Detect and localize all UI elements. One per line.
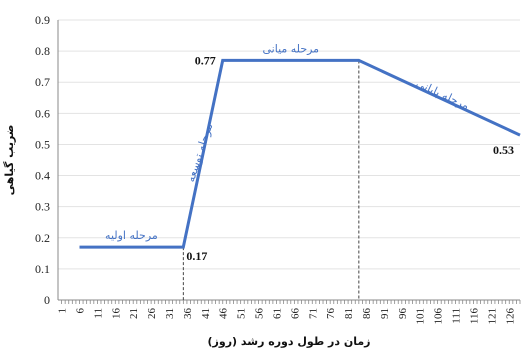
crop-coefficient-line xyxy=(79,58,521,249)
x-tick-label: 61 xyxy=(271,308,283,319)
y-tick-label: 0.5 xyxy=(35,137,50,151)
y-tick-label: 0.4 xyxy=(35,169,50,183)
x-tick-label: 86 xyxy=(361,308,373,320)
x-tick-label: 1 xyxy=(57,308,69,314)
x-tick-label: 41 xyxy=(200,308,212,319)
y-tick-label: 0 xyxy=(44,293,50,307)
x-tick-label: 101 xyxy=(415,308,427,325)
x-tick-label: 71 xyxy=(307,308,319,319)
x-tick-label: 81 xyxy=(343,308,355,319)
x-tick-label: 46 xyxy=(218,308,230,320)
point-labels: 0.17 0.77 0.53 xyxy=(186,53,514,263)
x-tick-label: 11 xyxy=(92,308,104,319)
x-axis-title: زمان در طول دوره رشد (روز) xyxy=(208,335,371,348)
x-tick-label: 91 xyxy=(379,308,391,319)
y-tick-label: 0.8 xyxy=(35,44,50,58)
x-tick-label: 126 xyxy=(504,308,516,325)
y-tick-label: 0.9 xyxy=(35,13,50,27)
point-value-label: 0.53 xyxy=(493,143,514,157)
x-tick-label: 56 xyxy=(254,308,266,320)
series-lines xyxy=(79,58,521,249)
y-tick-label: 0.2 xyxy=(35,231,50,245)
axes xyxy=(57,20,520,301)
x-tick-label: 21 xyxy=(128,308,140,319)
y-tick-label: 0.6 xyxy=(35,106,50,120)
point-value-label: 0.77 xyxy=(195,53,216,67)
y-gridlines xyxy=(58,19,520,270)
y-tick-label: 0.3 xyxy=(35,200,50,214)
point-value-label: 0.17 xyxy=(186,249,207,263)
x-tick-label: 26 xyxy=(146,308,158,320)
x-tick-label: 16 xyxy=(110,308,122,320)
x-tick-label: 121 xyxy=(486,308,498,325)
y-axis-title: ضریب گیاهی xyxy=(3,125,16,196)
y-tick-labels: 0 0.1 0.2 0.3 0.4 0.5 0.6 0.7 0.8 0.9 xyxy=(35,13,50,307)
x-tick-label: 106 xyxy=(433,308,445,325)
x-tick-label: 66 xyxy=(289,308,301,320)
stage-label-initial: مرحله اولیه xyxy=(105,229,158,242)
y-tick-label: 0.1 xyxy=(35,262,50,276)
x-tick-label: 51 xyxy=(236,308,248,319)
stage-label-mid: مرحله میانی xyxy=(262,42,319,55)
stage-boundary-markers xyxy=(182,60,360,300)
x-tick-label: 111 xyxy=(451,308,463,324)
y-tick-label: 0.7 xyxy=(35,75,50,89)
x-tick-label: 36 xyxy=(182,308,194,320)
x-tick-labels: 1 6 11 16 21 26 31 36 41 46 51 56 61 66 71 76 81 86 91 96 10… xyxy=(57,300,521,325)
x-tick-label: 31 xyxy=(164,308,176,319)
x-tick-label: 116 xyxy=(468,308,480,325)
x-tick-label: 6 xyxy=(74,308,86,314)
x-tick-label: 76 xyxy=(325,308,337,320)
x-tick-label: 96 xyxy=(397,308,409,320)
